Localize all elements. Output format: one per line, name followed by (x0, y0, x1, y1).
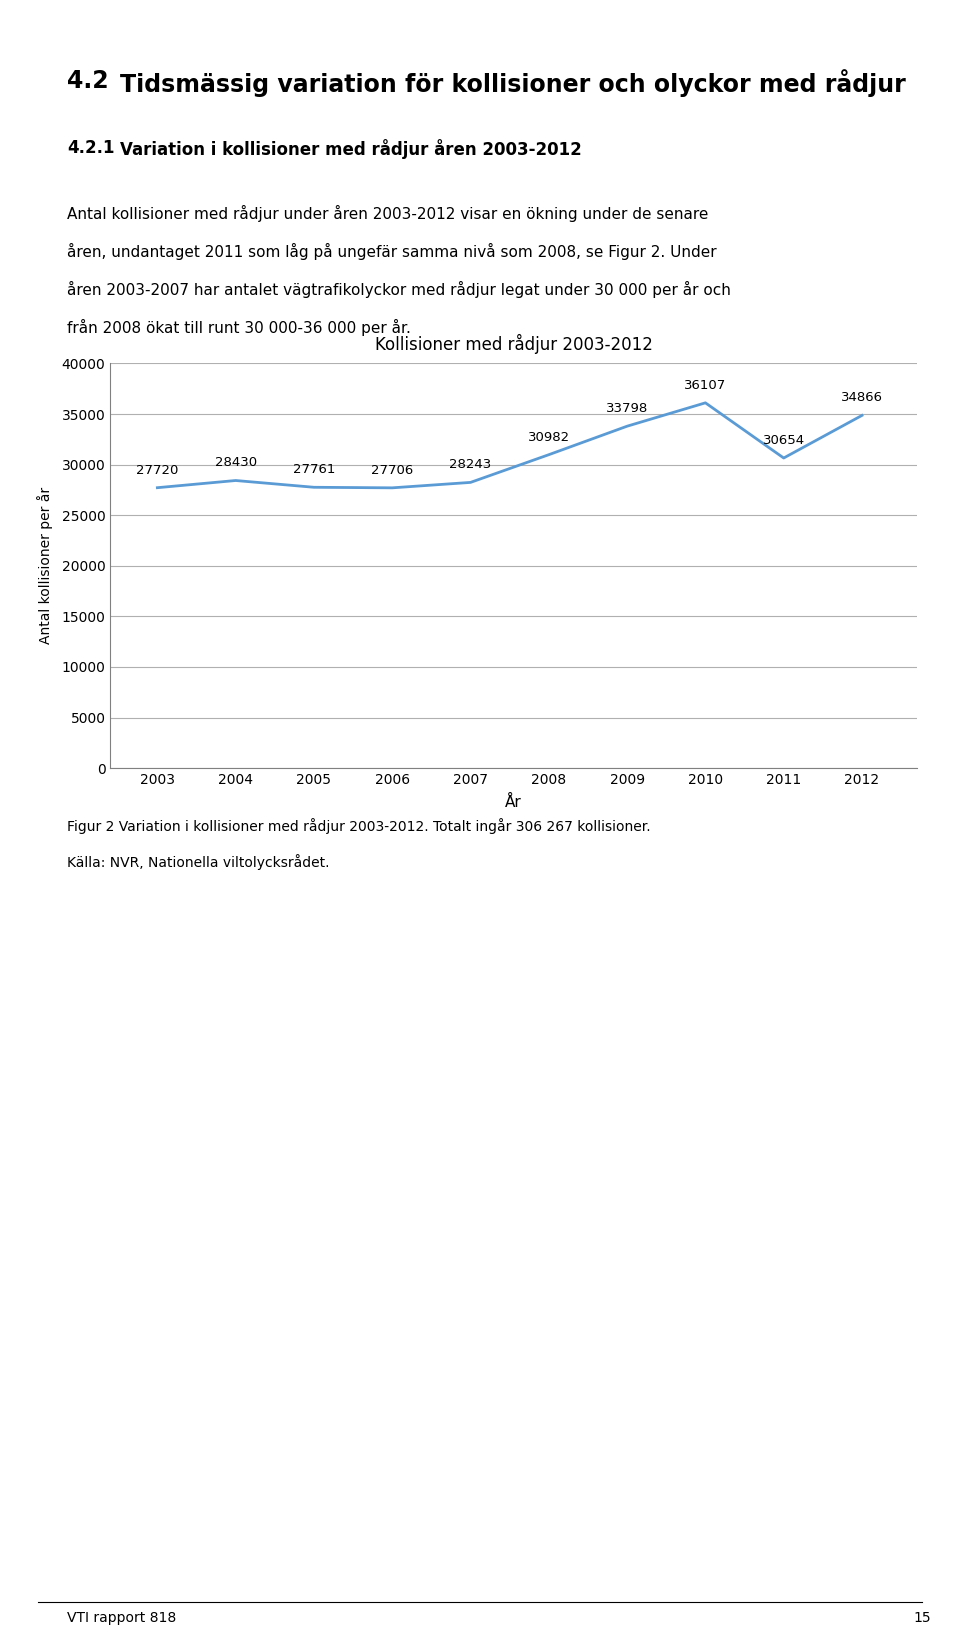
Text: 30982: 30982 (528, 431, 570, 444)
Text: 27720: 27720 (136, 464, 179, 476)
Text: Figur 2 Variation i kollisioner med rådjur 2003-2012. Totalt ingår 306 267 kolli: Figur 2 Variation i kollisioner med rådj… (67, 818, 651, 834)
Text: åren 2003-2007 har antalet vägtrafikolyckor med rådjur legat under 30 000 per år: åren 2003-2007 har antalet vägtrafikolyc… (67, 281, 732, 297)
X-axis label: År: År (505, 795, 522, 811)
Title: Kollisioner med rådjur 2003-2012: Kollisioner med rådjur 2003-2012 (374, 334, 653, 354)
Text: 30654: 30654 (762, 434, 804, 448)
Text: Antal kollisioner med rådjur under åren 2003-2012 visar en ökning under de senar: Antal kollisioner med rådjur under åren … (67, 205, 708, 221)
Text: 15: 15 (914, 1611, 931, 1624)
Text: 36107: 36107 (684, 378, 727, 392)
Text: 33798: 33798 (606, 401, 648, 415)
Text: från 2008 ökat till runt 30 000-36 000 per år.: från 2008 ökat till runt 30 000-36 000 p… (67, 319, 411, 335)
Text: 27761: 27761 (293, 463, 335, 476)
Text: Tidsmässig variation för kollisioner och olyckor med rådjur: Tidsmässig variation för kollisioner och… (120, 69, 905, 97)
Text: 34866: 34866 (841, 392, 883, 405)
Text: 27706: 27706 (372, 464, 414, 477)
Text: Variation i kollisioner med rådjur åren 2003-2012: Variation i kollisioner med rådjur åren … (120, 139, 582, 159)
Text: Källa: NVR, Nationella viltolycksrådet.: Källa: NVR, Nationella viltolycksrådet. (67, 854, 329, 871)
Text: 28243: 28243 (449, 458, 492, 471)
Text: VTI rapport 818: VTI rapport 818 (67, 1611, 177, 1624)
Y-axis label: Antal kollisioner per år: Antal kollisioner per år (37, 487, 54, 644)
Text: åren, undantaget 2011 som låg på ungefär samma nivå som 2008, se Figur 2. Under: åren, undantaget 2011 som låg på ungefär… (67, 243, 717, 259)
Text: 28430: 28430 (215, 456, 256, 469)
Text: 4.2.1: 4.2.1 (67, 139, 114, 157)
Text: 4.2: 4.2 (67, 69, 108, 94)
